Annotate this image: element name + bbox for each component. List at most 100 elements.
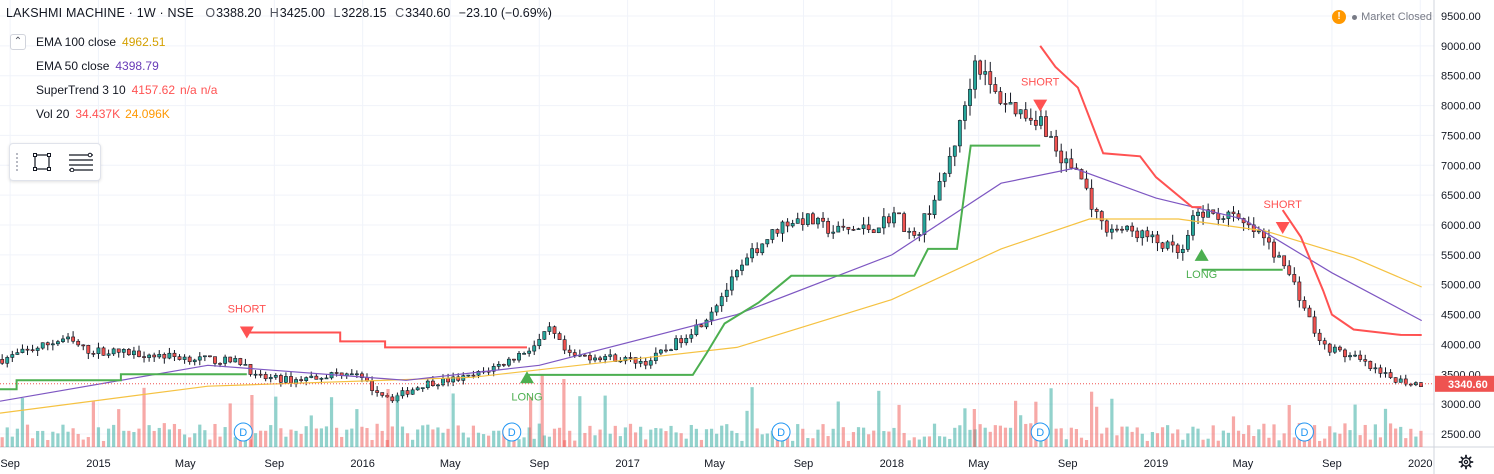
candle-body [917,234,922,236]
candle-body [121,349,126,353]
volume-bar [127,430,131,447]
market-status[interactable]: ! Market Closed [1332,10,1432,24]
gear-icon[interactable] [1458,454,1474,470]
candle-body [831,231,836,234]
volume-bar [1231,416,1236,447]
candle-body [968,88,972,106]
volume-bar [649,429,653,447]
volume-bar [912,437,916,447]
volume-bar [1024,423,1028,447]
symbol-title[interactable]: LAKSHMI MACHINE · 1W · NSE [6,6,194,20]
candle-body [1393,377,1398,383]
candle-body [50,343,55,346]
candle-body [1135,230,1140,239]
volume-bar [386,389,390,447]
candle-body [425,380,430,388]
x-tick-label: Sep [0,458,20,470]
supertrend-up-segment [0,373,247,391]
drawing-toolbox[interactable] [9,143,101,181]
volume-bar [715,433,719,447]
candle-body [907,230,912,233]
candle-body [1272,241,1276,258]
candle-body [1419,382,1423,387]
supertrend-down-segment [1039,45,1202,209]
volume-bar [529,397,533,447]
candle-body [314,375,319,380]
x-tick-label: May [968,458,989,470]
volume-bar [188,437,192,447]
candle-body [1348,355,1352,358]
collapse-indicators-button[interactable]: ⌃ [10,34,26,50]
drag-grip-icon[interactable] [15,152,19,172]
candle-body [532,345,537,352]
volume-bar [1282,433,1286,447]
candle-body [506,358,511,366]
volume-value: 34.437K [75,107,121,121]
indicator-supertrend[interactable]: SuperTrend 3 10 4157.62 n/a n/a [36,83,217,97]
volume-bar [360,426,364,447]
candle-body [547,326,552,332]
candle-body [157,353,162,358]
volume-bar [400,426,405,447]
lines-icon[interactable] [68,152,94,172]
candle-body [400,390,405,397]
volume-bar [679,433,683,447]
volume-bar [978,424,982,447]
volume-bar [1343,423,1347,447]
volume-bar [740,440,744,447]
volume-bar [355,409,359,447]
candle-body [132,350,136,356]
candle-body [658,349,663,354]
candle-body [1130,225,1135,232]
candle-body [101,347,106,356]
x-tick-label: May [1233,458,1254,470]
volume-bar [1181,439,1185,447]
y-tick-label: 8000.00 [1441,101,1481,113]
supertrend-na-1: n/a [180,83,197,97]
volume-bar [932,423,937,447]
volume-bar [106,428,111,447]
candle-body [603,356,608,361]
candle-body [380,392,385,396]
volume-bar [426,424,430,447]
candle-body [208,355,212,358]
candle-body [45,342,50,346]
indicator-volume[interactable]: Vol 20 34.437K 24.096K [36,107,170,121]
candle-body [334,372,339,374]
warning-icon[interactable]: ! [1332,10,1347,24]
supertrend-name: SuperTrend 3 10 [36,83,126,97]
rectangle-icon[interactable] [32,152,52,172]
candle-body [172,352,177,357]
y-tick-label: 6000.00 [1441,220,1481,232]
candle-body [456,376,461,381]
volume-bar [1044,432,1048,447]
candle-body [192,359,197,363]
volume-bar [476,432,481,447]
volume-bar [856,427,861,447]
volume-bar [1348,430,1352,447]
candle-body [162,353,167,359]
candle-body [1003,103,1008,105]
indicator-ema100[interactable]: EMA 100 close 4962.51 [36,35,165,49]
volume-bar [540,375,544,447]
volume-bar [1100,433,1104,447]
candle-body [1332,346,1337,353]
candle-body [537,338,542,347]
volume-bar [578,396,582,447]
volume-bar [639,426,643,447]
candle-body [1185,234,1190,250]
x-tick-label: 2020 [1408,458,1432,470]
volume-bar [1064,439,1068,447]
volume-bar [218,436,222,447]
y-tick-label: 4500.00 [1441,310,1481,322]
candle-body [755,248,760,254]
volume-bar [182,434,187,447]
candle-body [415,387,420,391]
volume-bar [1221,430,1225,447]
y-tick-label: 9500.00 [1441,11,1481,23]
volume-bar [10,436,14,447]
candle-body [1008,102,1013,105]
indicator-ema50[interactable]: EMA 50 close 4398.79 [36,59,159,73]
candle-body [978,60,983,75]
